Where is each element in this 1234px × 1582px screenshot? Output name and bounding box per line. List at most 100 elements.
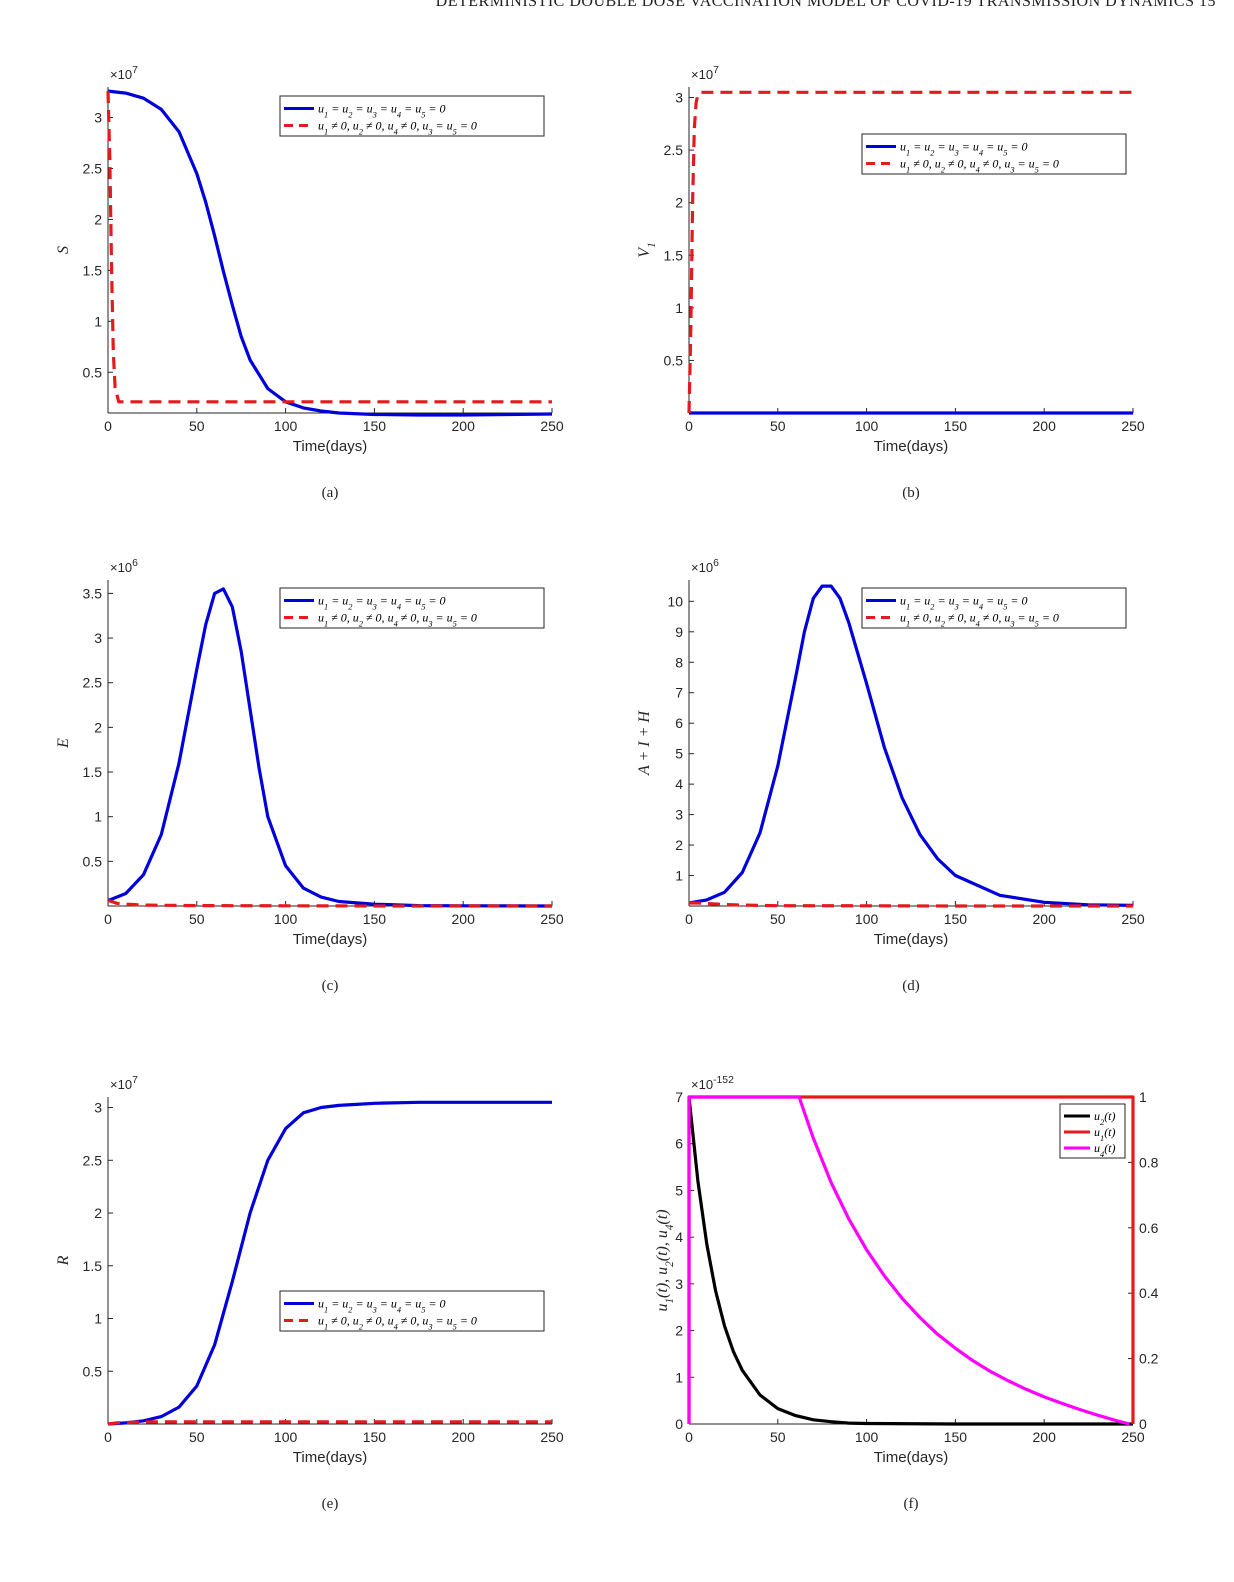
multiplier-a: ×107 xyxy=(110,65,138,82)
svg-text:×107: ×107 xyxy=(691,65,719,82)
svg-text:u1 ≠ 0, u2 ≠ 0, u4 ≠ 0, u3 = u: u1 ≠ 0, u2 ≠ 0, u4 ≠ 0, u3 = u5 = 0 xyxy=(900,157,1059,175)
y2-tick-label-f-3: 0.6 xyxy=(1139,1220,1159,1236)
legend-e: u1 = u2 = u3 = u4 = u5 = 0u1 ≠ 0, u2 ≠ 0… xyxy=(279,1290,545,1332)
y-tick-label-d-1: 2 xyxy=(675,837,683,853)
y-tick-label-e-5: 3 xyxy=(94,1100,102,1116)
svg-text:A + I + H: A + I + H xyxy=(636,710,653,776)
y-tick-label-b-1: 1 xyxy=(675,300,683,316)
x-tick-label-a-2: 100 xyxy=(274,418,298,434)
y-tick-label-e-1: 1 xyxy=(94,1311,102,1327)
y-tick-label-d-2: 3 xyxy=(675,807,683,823)
y-tick-label-e-2: 1.5 xyxy=(83,1258,103,1274)
y-tick-label-f-7: 7 xyxy=(675,1089,683,1105)
x-tick-label-a-0: 0 xyxy=(104,418,112,434)
x-tick-label-f-4: 200 xyxy=(1033,1429,1057,1445)
y-tick-label-f-3: 3 xyxy=(675,1276,683,1292)
x-tick-label-c-3: 150 xyxy=(363,911,387,927)
legend-b: u1 = u2 = u3 = u4 = u5 = 0u1 ≠ 0, u2 ≠ 0… xyxy=(861,133,1127,175)
x-tick-label-f-3: 150 xyxy=(944,1429,968,1445)
x-tick-label-e-1: 50 xyxy=(189,1429,205,1445)
legend-entry-a-1: u1 ≠ 0, u2 ≠ 0, u4 ≠ 0, u3 = u5 = 0 xyxy=(318,119,477,137)
y-tick-label-a-4: 2.5 xyxy=(83,161,103,177)
panel-f: 0 50 100 150 200 2500123456700.20.40.60.81×10… xyxy=(654,1075,1159,1512)
x-tick-label-a-4: 200 xyxy=(452,418,476,434)
svg-text:R: R xyxy=(55,1255,72,1266)
series-line-f-2 xyxy=(687,1095,1130,1426)
legend-entry-e-1: u1 ≠ 0, u2 ≠ 0, u4 ≠ 0, u3 = u5 = 0 xyxy=(318,1314,477,1332)
legend-c: u1 = u2 = u3 = u4 = u5 = 0u1 ≠ 0, u2 ≠ 0… xyxy=(279,587,545,629)
x-tick-label-b-4: 200 xyxy=(1033,418,1057,434)
y-tick-label-c-5: 3 xyxy=(94,630,102,646)
legend-entry-f-0: u2(t) xyxy=(1094,1109,1116,1127)
legend-a: u1 = u2 = u3 = u4 = u5 = 0u1 ≠ 0, u2 ≠ 0… xyxy=(279,95,545,137)
x-tick-label-c-4: 200 xyxy=(452,911,476,927)
y-tick-label-f-1: 1 xyxy=(675,1369,683,1385)
x-tick-label-b-2: 100 xyxy=(855,418,879,434)
x-tick-label-b-0: 0 xyxy=(685,418,693,434)
y-tick-label-c-4: 2.5 xyxy=(83,675,103,691)
legend-f: u2(t)u1(t)u4(t) xyxy=(1059,1103,1126,1159)
svg-text:u1(t), u2(t), u4(t): u1(t), u2(t), u4(t) xyxy=(654,1209,676,1311)
svg-text:u1 ≠ 0, u2 ≠ 0, u4 ≠ 0, u3 = u: u1 ≠ 0, u2 ≠ 0, u4 ≠ 0, u3 = u5 = 0 xyxy=(318,1314,477,1332)
x-tick-label-d-4: 200 xyxy=(1033,911,1057,927)
y-tick-label-c-6: 3.5 xyxy=(83,585,103,601)
x-axis-label-e: Time(days) xyxy=(293,1449,367,1466)
series-line-d-0 xyxy=(688,584,1134,907)
legend-d: u1 = u2 = u3 = u4 = u5 = 0u1 ≠ 0, u2 ≠ 0… xyxy=(861,587,1127,629)
y-tick-label-b-2: 1.5 xyxy=(664,247,684,263)
x-tick-label-b-3: 150 xyxy=(944,418,968,434)
y-tick-label-d-6: 7 xyxy=(675,685,683,701)
x-axis-label-a: Time(days) xyxy=(293,438,367,455)
y-tick-label-e-3: 2 xyxy=(94,1205,102,1221)
y-tick-label-c-3: 2 xyxy=(94,719,102,735)
x-tick-label-a-1: 50 xyxy=(189,418,205,434)
multiplier-f: ×10-152 xyxy=(691,1075,734,1092)
caption-b: (b) xyxy=(902,485,920,501)
legend-entry-d-0: u1 = u2 = u3 = u4 = u5 = 0 xyxy=(900,594,1027,612)
panel-e: 0 50 100 150 200 250 0.5 1 1.5 2 2.5 3 ×107 Time(days… xyxy=(55,1075,564,1512)
x-tick-label-e-5: 250 xyxy=(540,1429,564,1445)
svg-text:V1: V1 xyxy=(636,242,658,257)
legend-entry-f-2: u4(t) xyxy=(1094,1141,1116,1159)
series-line-f-0 xyxy=(687,1096,1133,1426)
y-tick-label-a-5: 3 xyxy=(94,110,102,126)
series-line-a-0 xyxy=(107,89,553,417)
y-tick-label-b-5: 3 xyxy=(675,90,683,106)
x-tick-label-b-1: 50 xyxy=(770,418,786,434)
x-tick-label-c-0: 0 xyxy=(104,911,112,927)
x-tick-label-e-4: 200 xyxy=(452,1429,476,1445)
svg-text:u1 = u2 = u3 = u4 = u5 = 0: u1 = u2 = u3 = u4 = u5 = 0 xyxy=(318,594,445,612)
y2-tick-label-f-2: 0.4 xyxy=(1139,1285,1159,1301)
y-tick-label-f-6: 6 xyxy=(675,1136,683,1152)
y-tick-label-d-4: 5 xyxy=(675,746,683,762)
y-tick-label-a-1: 1 xyxy=(94,313,102,329)
x-tick-label-d-5: 250 xyxy=(1121,911,1145,927)
x-tick-label-c-1: 50 xyxy=(189,911,205,927)
series-line-a-1 xyxy=(106,91,552,404)
y-tick-label-f-4: 4 xyxy=(675,1229,683,1245)
x-tick-label-a-5: 250 xyxy=(540,418,564,434)
y-tick-label-d-0: 1 xyxy=(675,868,683,884)
legend-entry-c-1: u1 ≠ 0, u2 ≠ 0, u4 ≠ 0, u3 = u5 = 0 xyxy=(318,611,477,629)
svg-text:u1 = u2 = u3 = u4 = u5 = 0: u1 = u2 = u3 = u4 = u5 = 0 xyxy=(900,140,1027,158)
x-tick-label-f-5: 250 xyxy=(1121,1429,1145,1445)
svg-text:u1 ≠ 0, u2 ≠ 0, u4 ≠ 0, u3 = u: u1 ≠ 0, u2 ≠ 0, u4 ≠ 0, u3 = u5 = 0 xyxy=(318,611,477,629)
y-tick-label-c-1: 1 xyxy=(94,809,102,825)
svg-text:u4(t): u4(t) xyxy=(1094,1141,1116,1159)
x-tick-label-f-0: 0 xyxy=(685,1429,693,1445)
svg-text:u1 = u2 = u3 = u4 = u5 = 0: u1 = u2 = u3 = u4 = u5 = 0 xyxy=(900,594,1027,612)
x-axis-label-d: Time(days) xyxy=(874,931,948,948)
svg-text:u1 ≠ 0, u2 ≠ 0, u4 ≠ 0, u3 = u: u1 ≠ 0, u2 ≠ 0, u4 ≠ 0, u3 = u5 = 0 xyxy=(900,611,1059,629)
multiplier-d: ×106 xyxy=(691,558,719,575)
series-line-e-0 xyxy=(107,1100,552,1426)
series-line-c-0 xyxy=(107,587,553,908)
y-tick-label-c-2: 1.5 xyxy=(83,764,103,780)
y-tick-label-a-2: 1.5 xyxy=(83,262,103,278)
series-line-d-1 xyxy=(689,901,1133,908)
y-tick-label-a-3: 2 xyxy=(94,211,102,227)
caption-a: (a) xyxy=(322,485,339,501)
legend-entry-b-1: u1 ≠ 0, u2 ≠ 0, u4 ≠ 0, u3 = u5 = 0 xyxy=(900,157,1059,175)
y-tick-label-f-5: 5 xyxy=(675,1182,683,1198)
y-axis-label-a: S xyxy=(55,246,72,254)
